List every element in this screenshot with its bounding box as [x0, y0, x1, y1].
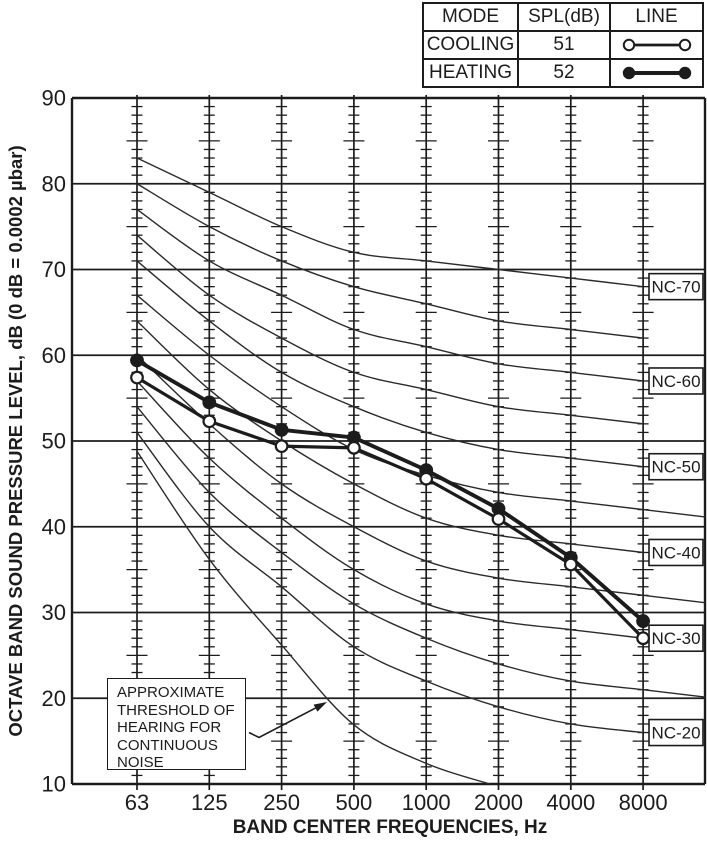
y-tick-label: 80 — [42, 171, 66, 196]
legend-cooling-mode: COOLING — [422, 30, 519, 60]
x-tick-label: 125 — [191, 790, 228, 815]
x-tick-label: 250 — [263, 790, 300, 815]
annotation-line: NOISE — [117, 754, 164, 771]
nc-label-NC-40: NC-40 — [651, 543, 700, 562]
legend-header-spl: SPL(dB) — [517, 2, 611, 32]
heating-line-symbol — [622, 66, 691, 80]
data-point-heating-125 — [202, 395, 217, 410]
data-point-heating-63 — [130, 353, 144, 368]
legend-cooling-spl: 51 — [517, 30, 611, 60]
data-point-heating-250 — [274, 422, 289, 437]
nc-curve-NC-65 — [136, 183, 644, 339]
open-circle-icon — [678, 38, 691, 52]
threshold-arrow-head — [313, 702, 327, 712]
cooling-line-symbol — [622, 38, 691, 52]
nc-curve-NC-45 — [136, 294, 706, 518]
nc-curve-NC-70 — [136, 157, 644, 288]
legend-header-mode: MODE — [422, 2, 519, 32]
data-point-cooling-250 — [274, 439, 289, 454]
x-tick-label: 2000 — [474, 790, 523, 815]
legend-row-heating: HEATING 52 — [422, 58, 704, 88]
nc-label-NC-30: NC-30 — [651, 629, 700, 648]
nc-label-box-NC-70 — [648, 272, 704, 301]
annotation-line: CONTINUOUS — [117, 736, 218, 754]
y-tick-label: 70 — [42, 257, 66, 282]
y-tick-label: 40 — [42, 514, 66, 539]
data-point-cooling-63 — [130, 370, 144, 385]
threshold-annotation: APPROXIMATE THRESHOLD OF HEARING FOR CON… — [107, 678, 246, 771]
legend-heating-mode: HEATING — [422, 58, 519, 88]
legend-cooling-line — [609, 30, 704, 60]
threshold-arrow-line — [248, 707, 316, 739]
nc-label-box-NC-40 — [648, 538, 704, 567]
legend-header-line: LINE — [609, 2, 704, 32]
y-tick-label: 50 — [42, 429, 66, 454]
series-heating-line — [136, 358, 645, 623]
data-point-cooling-4000 — [563, 557, 578, 572]
data-point-heating-8000 — [636, 614, 650, 628]
nc-label-box-NC-30 — [648, 624, 704, 653]
nc-curve-NC-40 — [136, 320, 644, 554]
x-tick-label: 1000 — [402, 790, 451, 815]
x-tick-label: 63 — [125, 790, 149, 815]
legend-row-cooling: COOLING 51 — [422, 30, 704, 60]
legend-heating-line — [609, 58, 704, 88]
y-axis-title: OCTAVE BAND SOUND PRESSURE LEVEL, dB (0 … — [5, 145, 26, 736]
data-point-cooling-125 — [202, 414, 217, 429]
data-point-cooling-8000 — [636, 631, 650, 646]
nc-curve-NC-30 — [136, 380, 644, 639]
nc-label-box-NC-60 — [648, 367, 704, 395]
nc-curve-NC-20 — [136, 431, 644, 734]
nc-label-NC-20: NC-20 — [651, 724, 700, 743]
nc-label-NC-70: NC-70 — [651, 278, 700, 297]
y-tick-label: 10 — [42, 772, 66, 797]
annotation-line: THRESHOLD OF — [117, 701, 235, 719]
nc-curve-NC-25 — [136, 406, 706, 698]
open-circle-icon — [622, 38, 635, 52]
legend-table: MODE SPL(dB) LINE COOLING 51 HEATING 52 — [422, 2, 704, 88]
annotation-line: HEARING FOR — [117, 719, 222, 736]
x-tick-label: 8000 — [619, 790, 668, 815]
annotation-line: APPROXIMATE — [117, 684, 225, 701]
nc-curve-NC-60 — [136, 208, 644, 382]
nc-curve-NC-55 — [136, 234, 644, 425]
filled-circle-icon — [622, 66, 635, 80]
x-axis-title: BAND CENTER FREQUENCIES, Hz — [233, 817, 548, 838]
data-point-cooling-1000 — [419, 471, 434, 486]
x-tick-label: 4000 — [546, 790, 595, 815]
nc-label-NC-50: NC-50 — [651, 458, 700, 477]
data-point-cooling-2000 — [491, 512, 506, 526]
x-tick-label: 500 — [336, 790, 373, 815]
data-point-cooling-500 — [347, 440, 361, 455]
y-tick-label: 60 — [42, 343, 66, 368]
legend-header-row: MODE SPL(dB) LINE — [422, 2, 704, 32]
nc-label-NC-60: NC-60 — [651, 372, 700, 391]
y-tick-label: 30 — [42, 600, 66, 625]
threshold-curve — [136, 450, 491, 785]
nc-label-box-NC-20 — [648, 718, 704, 747]
nc-label-box-NC-50 — [648, 452, 704, 481]
filled-circle-icon — [678, 66, 691, 80]
y-tick-label: 20 — [42, 686, 66, 711]
nc-curve-NC-50 — [136, 260, 644, 468]
legend-heating-spl: 52 — [517, 58, 611, 88]
series-cooling-line — [136, 376, 645, 640]
y-tick-label: 90 — [42, 86, 66, 111]
